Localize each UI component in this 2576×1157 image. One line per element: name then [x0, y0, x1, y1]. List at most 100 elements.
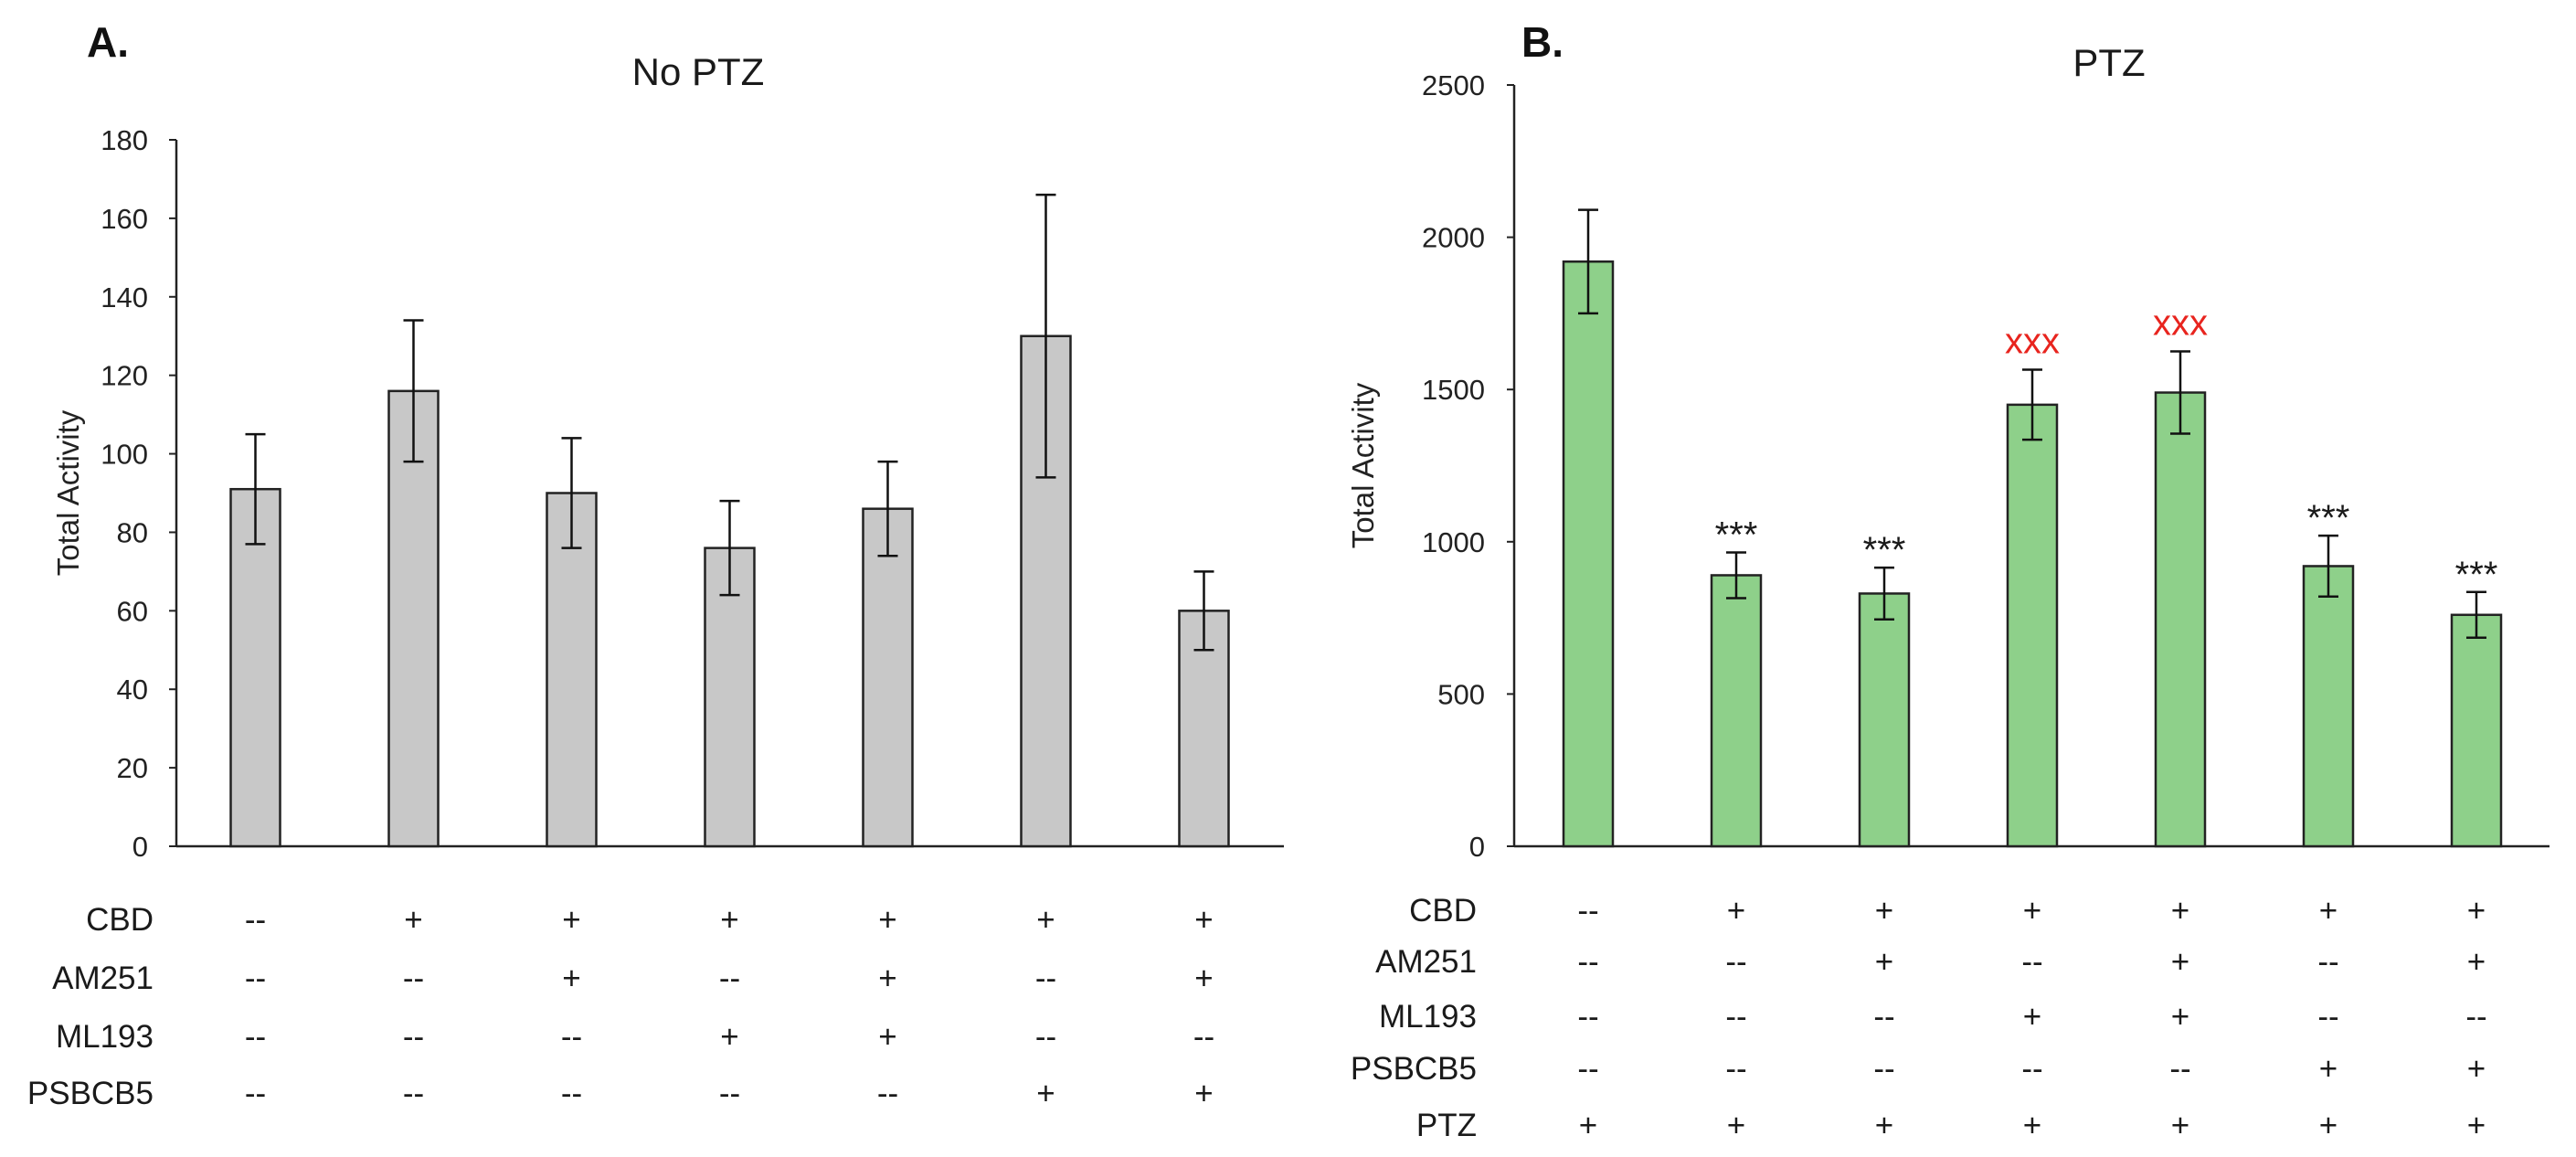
condition-mark: + — [1875, 944, 1893, 980]
chart-title: No PTZ — [632, 50, 765, 93]
bar — [1858, 592, 1911, 848]
condition-mark: + — [2023, 893, 2041, 929]
condition-mark: + — [1579, 1108, 1597, 1143]
condition-mark: + — [1194, 961, 1213, 996]
condition-row-label: PSBCB5 — [1351, 1051, 1477, 1087]
panel-letter: A. — [87, 18, 129, 66]
condition-mark: + — [1194, 1076, 1213, 1111]
y-tick-label: 40 — [117, 674, 148, 706]
bar — [1710, 574, 1763, 848]
condition-mark: + — [2319, 893, 2337, 929]
condition-mark: -- — [403, 961, 424, 996]
condition-mark: -- — [561, 1076, 582, 1111]
chart-panel-b: B. PTZ Total Activity 0 500 1000 1500 2000 2500 *… — [1346, 18, 2549, 1143]
condition-mark: -- — [1577, 944, 1598, 980]
chart-title: PTZ — [2072, 41, 2145, 84]
y-tick-label: 0 — [133, 831, 148, 863]
condition-row-label: ML193 — [1379, 999, 1477, 1035]
condition-row-label: PTZ — [1416, 1108, 1477, 1143]
condition-mark: + — [2171, 1108, 2189, 1143]
condition-mark: + — [878, 1019, 896, 1055]
condition-row-label: AM251 — [52, 961, 154, 996]
chart-panel-a: A. No PTZ Total Activity 0 20 40 60 80 100 120 140… — [27, 18, 1284, 1111]
condition-mark: + — [2023, 999, 2041, 1035]
significance-label: *** — [1715, 515, 1758, 555]
y-tick-label: 160 — [101, 203, 148, 235]
y-axis-label: Total Activity — [51, 409, 85, 576]
condition-mark: + — [2319, 1108, 2337, 1143]
y-tick-label: 140 — [101, 281, 148, 313]
y-tick-label: 2000 — [1422, 222, 1485, 254]
condition-mark: + — [2319, 1051, 2337, 1087]
significance-label: *** — [1863, 530, 1906, 570]
significance-label: xxx — [2005, 322, 2060, 362]
condition-mark: -- — [403, 1019, 424, 1055]
significance-label: *** — [2455, 555, 2498, 595]
condition-mark: -- — [1035, 1019, 1056, 1055]
condition-mark: + — [2467, 1108, 2486, 1143]
y-tick-label: 120 — [101, 360, 148, 392]
y-tick-label: 80 — [117, 516, 148, 548]
bar — [229, 487, 281, 848]
y-tick-label: 0 — [1469, 831, 1485, 863]
y-tick-label: 1500 — [1422, 374, 1485, 406]
condition-mark: + — [562, 902, 580, 938]
condition-mark: -- — [245, 1019, 266, 1055]
y-tick-label: 500 — [1437, 678, 1485, 710]
condition-mark: -- — [2317, 999, 2338, 1035]
condition-mark: -- — [1577, 1051, 1598, 1087]
condition-mark: -- — [245, 961, 266, 996]
condition-mark: + — [878, 961, 896, 996]
bar — [862, 507, 914, 848]
y-tick-label: 100 — [101, 439, 148, 471]
condition-row-label: CBD — [1409, 893, 1477, 929]
condition-mark: + — [562, 961, 580, 996]
condition-mark: -- — [2021, 944, 2042, 980]
condition-mark: -- — [1725, 944, 1746, 980]
y-tick-label: 20 — [117, 752, 148, 784]
y-tick-label: 1000 — [1422, 526, 1485, 558]
condition-mark: -- — [2021, 1051, 2042, 1087]
condition-mark: + — [1194, 902, 1213, 938]
bar — [2302, 565, 2355, 848]
condition-mark: + — [2171, 999, 2189, 1035]
bar — [1562, 260, 1615, 848]
condition-mark: -- — [403, 1076, 424, 1111]
condition-mark: + — [2023, 1108, 2041, 1143]
condition-mark: + — [2467, 1051, 2486, 1087]
condition-mark: + — [1727, 1108, 1745, 1143]
condition-mark: + — [720, 902, 738, 938]
y-tick-label: 2500 — [1422, 69, 1485, 101]
significance-label: xxx — [2153, 303, 2208, 344]
condition-mark: + — [2467, 944, 2486, 980]
condition-mark: -- — [561, 1019, 582, 1055]
condition-mark: + — [2467, 893, 2486, 929]
condition-mark: -- — [1725, 999, 1746, 1035]
y-axis-label: Total Activity — [1346, 382, 1380, 548]
condition-row-label: ML193 — [56, 1019, 154, 1055]
condition-mark: + — [1036, 1076, 1055, 1111]
bar — [2450, 613, 2503, 848]
y-tick-label: 180 — [101, 124, 148, 156]
condition-mark: + — [1727, 893, 1745, 929]
condition-mark: -- — [2169, 1051, 2190, 1087]
condition-mark: -- — [719, 961, 740, 996]
significance-label: *** — [2307, 498, 2350, 538]
condition-mark: -- — [1725, 1051, 1746, 1087]
condition-mark: -- — [2465, 999, 2486, 1035]
condition-mark: + — [404, 902, 422, 938]
y-tick-label: 60 — [117, 595, 148, 627]
condition-row-label: CBD — [86, 902, 154, 938]
condition-mark: + — [1036, 902, 1055, 938]
condition-mark: + — [2171, 944, 2189, 980]
condition-mark: -- — [1873, 999, 1894, 1035]
condition-mark: -- — [877, 1076, 898, 1111]
condition-mark: + — [1875, 1108, 1893, 1143]
condition-mark: + — [2171, 893, 2189, 929]
condition-mark: -- — [719, 1076, 740, 1111]
condition-mark: -- — [245, 902, 266, 938]
panel-letter: B. — [1521, 18, 1564, 66]
condition-mark: + — [1875, 893, 1893, 929]
condition-mark: + — [720, 1019, 738, 1055]
